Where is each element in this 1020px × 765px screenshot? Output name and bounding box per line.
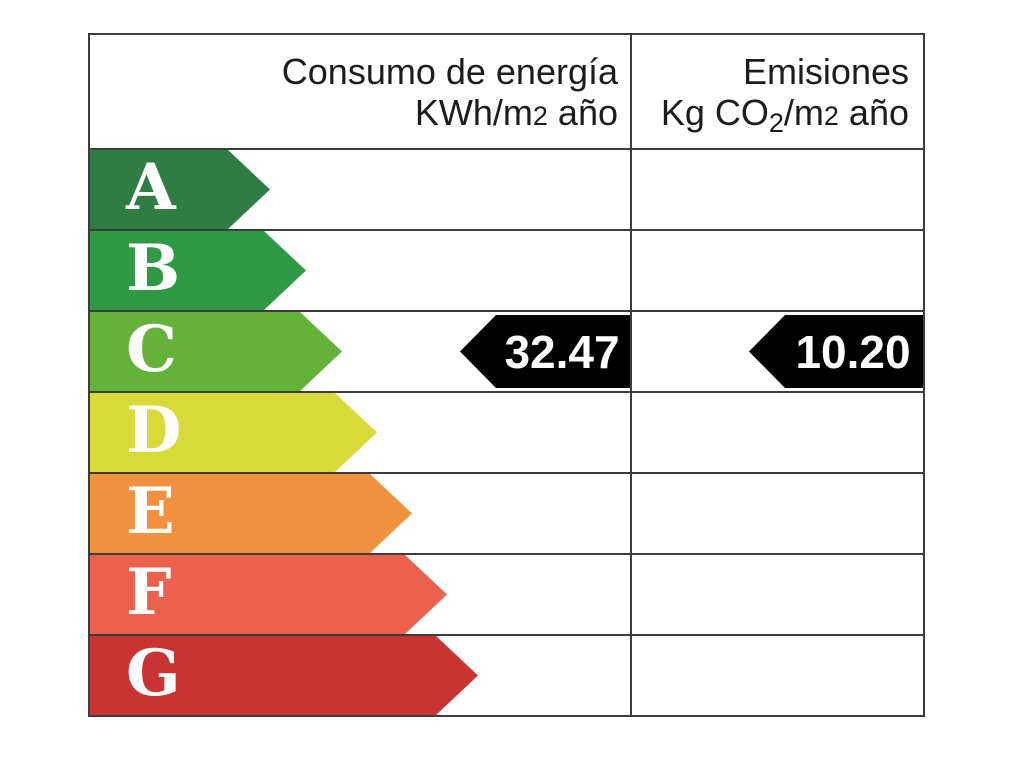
rating-row-f: F [90,553,923,634]
rating-letter-g: G [126,636,181,711]
emissions-value: 10.20 [795,325,911,378]
rating-arrow-c: C [90,312,342,391]
rating-arrow-f: F [90,555,447,634]
rating-letter-a: A [126,150,176,225]
rating-arrow-a: A [90,150,270,229]
column-divider [630,35,632,715]
rating-row-b: B [90,229,923,310]
rating-letter-f: F [126,555,172,630]
rating-arrow-d: D [90,393,377,472]
rating-row-d: D [90,391,923,472]
rating-row-a: A [90,148,923,229]
rating-arrow-b: B [90,231,306,310]
consumption-unit: KWh/m2 año [414,92,618,133]
rating-letter-b: B [126,231,181,306]
rating-row-c: C 32.47 10.20 [90,310,923,391]
emissions-unit: Kg CO2/m2 año [660,92,909,138]
consumption-title: Consumo de energía [281,51,618,92]
consumption-column-header: Consumo de energía KWh/m2 año [90,35,632,148]
rating-letter-c: C [126,312,177,387]
rating-arrow-e: E [90,474,412,553]
rating-letter-e: E [126,474,175,549]
consumption-value: 32.47 [504,325,620,378]
rating-letter-d: D [126,393,182,468]
emissions-column-header: Emisiones Kg CO2/m2 año [632,35,923,148]
rating-row-g: G [90,634,923,715]
rating-rows: A B C 32.47 10.20 D E F G [90,148,923,715]
emissions-value-marker: 10.20 [749,315,923,388]
emissions-title: Emisiones [742,51,909,92]
rating-arrow-g: G [90,636,478,715]
energy-rating-table: Consumo de energía KWh/m2 año Emisiones … [88,33,925,717]
table-header: Consumo de energía KWh/m2 año Emisiones … [90,35,923,148]
consumption-value-marker: 32.47 [460,315,630,388]
rating-row-e: E [90,472,923,553]
